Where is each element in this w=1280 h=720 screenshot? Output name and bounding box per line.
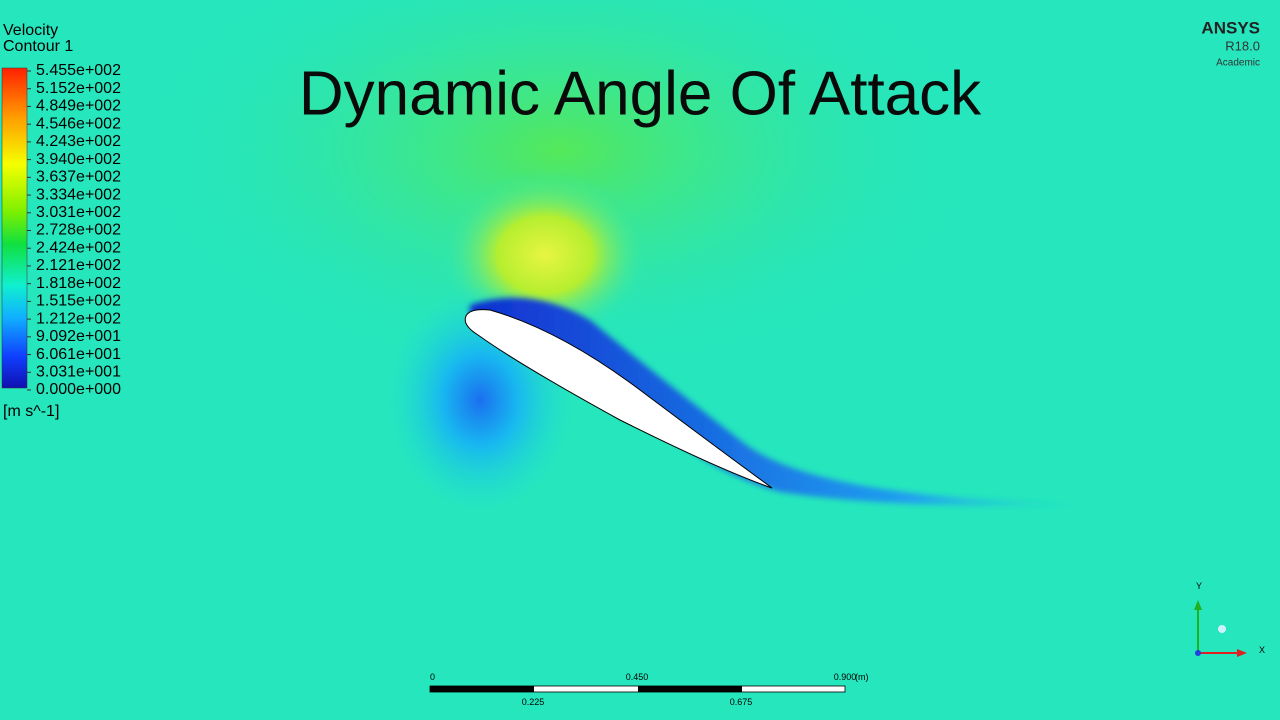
title: Dynamic Angle Of Attack	[299, 59, 982, 128]
legend-label: 2.424e+002	[36, 239, 121, 256]
airfoil	[464, 309, 773, 489]
legend-label: 2.121e+002	[36, 257, 121, 274]
y-axis-label: Y	[1196, 581, 1202, 591]
legend-label: 1.515e+002	[36, 293, 121, 310]
legend-unit: [m s^-1]	[3, 403, 59, 420]
logo-name: ANSYS	[1201, 18, 1260, 37]
legend-label: 1.212e+002	[36, 310, 121, 327]
y-arrowhead	[1194, 600, 1202, 610]
legend-title: Velocity	[3, 22, 58, 39]
scale-label: 0.900	[834, 672, 857, 682]
legend-label: 5.152e+002	[36, 80, 121, 97]
scale-unit: (m)	[855, 672, 869, 682]
legend-subtitle: Contour 1	[3, 38, 73, 55]
legend-label: 4.849e+002	[36, 98, 121, 115]
scale-segment	[430, 686, 534, 692]
scale-label: 0.675	[730, 697, 753, 707]
x-arrowhead	[1237, 649, 1247, 657]
legend-label: 9.092e+001	[36, 328, 121, 345]
legend-label: 6.061e+001	[36, 346, 121, 363]
legend-label: 3.940e+002	[36, 151, 121, 168]
legend-label: 3.637e+002	[36, 169, 121, 186]
x-axis-label: X	[1259, 645, 1265, 655]
scale-label: 0	[430, 672, 435, 682]
legend-label: 1.818e+002	[36, 275, 121, 292]
legend-label: 4.546e+002	[36, 115, 121, 132]
scale-bar	[429, 685, 846, 693]
logo-version: R18.0	[1225, 38, 1260, 53]
axis-triad	[1194, 600, 1247, 657]
legend-label: 3.031e+001	[36, 363, 121, 380]
color-bar	[1, 67, 28, 389]
legend-label: 3.031e+002	[36, 204, 121, 221]
scale-label: 0.450	[626, 672, 649, 682]
legend-label: 2.728e+002	[36, 222, 121, 239]
z-axis	[1195, 650, 1201, 656]
logo-edition: Academic	[1216, 58, 1260, 69]
scale-segment	[638, 686, 742, 692]
legend-label: 5.455e+002	[36, 62, 121, 79]
legend-label: 0.000e+000	[36, 381, 121, 398]
scale-label: 0.225	[522, 697, 545, 707]
legend-label: 3.334e+002	[36, 186, 121, 203]
legend-label: 4.243e+002	[36, 133, 121, 150]
wake	[470, 297, 1100, 507]
triad-sphere	[1218, 625, 1226, 633]
